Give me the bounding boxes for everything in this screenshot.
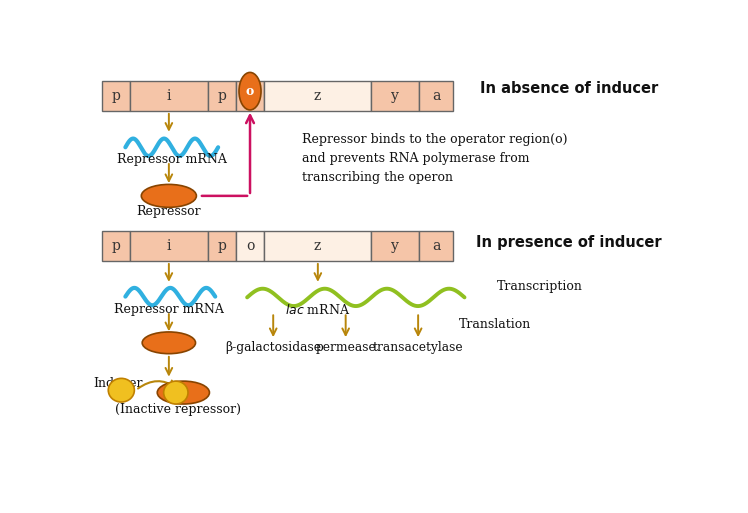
Ellipse shape xyxy=(164,381,188,404)
Text: Repressor: Repressor xyxy=(137,205,201,218)
Ellipse shape xyxy=(141,184,197,207)
Bar xyxy=(208,231,236,261)
Text: i: i xyxy=(167,239,171,253)
Text: z: z xyxy=(314,89,321,103)
Text: Repressor mRNA: Repressor mRNA xyxy=(117,153,227,166)
Text: Transcription: Transcription xyxy=(497,280,582,293)
Text: p: p xyxy=(218,239,227,253)
Bar xyxy=(371,82,419,111)
Text: o: o xyxy=(246,89,254,103)
Ellipse shape xyxy=(142,332,195,353)
Bar xyxy=(264,82,371,111)
Text: Repressor binds to the operator region(o)
and prevents RNA polymerase from
trans: Repressor binds to the operator region(o… xyxy=(302,133,568,184)
Text: In absence of inducer: In absence of inducer xyxy=(479,81,658,96)
Text: o: o xyxy=(246,239,254,253)
Text: transacetylase: transacetylase xyxy=(373,342,464,354)
Bar xyxy=(130,82,208,111)
Bar xyxy=(419,82,453,111)
Bar xyxy=(130,231,208,261)
Text: permease: permease xyxy=(316,342,376,354)
Text: z: z xyxy=(314,239,321,253)
Text: p: p xyxy=(218,89,227,103)
Text: i: i xyxy=(167,89,171,103)
Bar xyxy=(102,82,130,111)
Text: p: p xyxy=(111,239,120,253)
Bar xyxy=(208,82,236,111)
Text: Inducer: Inducer xyxy=(94,377,143,390)
Text: In presence of inducer: In presence of inducer xyxy=(476,234,662,250)
Text: o: o xyxy=(246,85,254,97)
Ellipse shape xyxy=(108,379,135,402)
Text: y: y xyxy=(391,239,399,253)
Text: β-galactosidase: β-galactosidase xyxy=(225,342,321,354)
Text: a: a xyxy=(432,239,441,253)
Text: (Inactive repressor): (Inactive repressor) xyxy=(114,403,241,416)
Text: y: y xyxy=(391,89,399,103)
Bar xyxy=(102,231,130,261)
Bar xyxy=(264,231,371,261)
Bar xyxy=(236,82,264,111)
Bar xyxy=(236,231,264,261)
Text: Repressor mRNA: Repressor mRNA xyxy=(114,303,224,315)
Text: Translation: Translation xyxy=(459,318,531,331)
Text: p: p xyxy=(111,89,120,103)
Bar xyxy=(371,231,419,261)
Text: $\it{lac}$ mRNA: $\it{lac}$ mRNA xyxy=(285,303,351,318)
Ellipse shape xyxy=(239,72,261,110)
Text: a: a xyxy=(432,89,441,103)
Bar xyxy=(419,231,453,261)
Ellipse shape xyxy=(157,381,209,404)
